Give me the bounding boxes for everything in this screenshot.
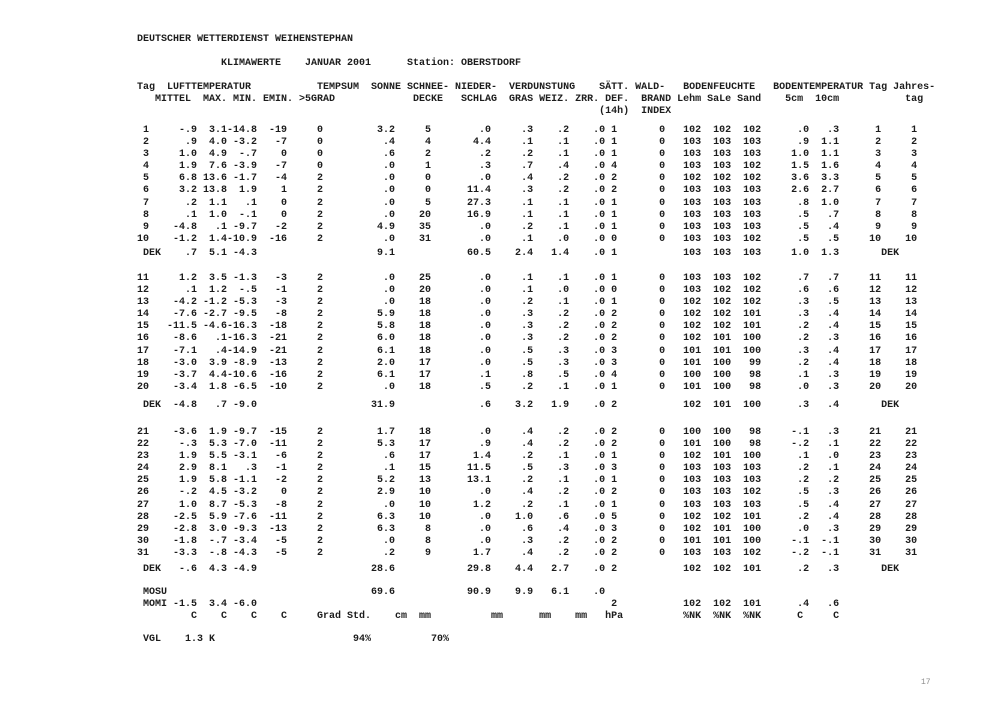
day-row-27: 27 1.0 8.7 -5.3 -8 2 .0 10 1.2 .2 .1 .0 … — [137, 499, 918, 511]
day-row-5: 5 6.8 13.6 -1.7 -4 2 .0 0 .0 .4 .2 .0 2 … — [137, 173, 918, 185]
day-rows-11-20: 11 1.2 3.5 -1.3 -3 2 .0 25 .0 .1 .1 .0 1… — [137, 273, 917, 394]
dekade-sum-row: DEK -4.8 .7 -9.0 31.9 .6 3.2 1.9 .0 2 10… — [137, 400, 900, 411]
dekade-sum-row: DEK -.6 4.3 -4.9 28.6 29.8 4.4 2.7 .0 2 … — [137, 564, 900, 575]
page-number: 17 — [921, 678, 931, 687]
day-row-8: 8 .1 1.0 -.1 0 2 .0 20 16.9 .1 .1 .0 1 0… — [137, 209, 918, 221]
day-rows-21-31: 21 -3.6 1.9 -9.7 -15 2 1.7 18 .0 .4 .2 .… — [137, 427, 917, 560]
day-row-11: 11 1.2 3.5 -1.3 -3 2 .0 25 .0 .1 .1 .0 1… — [137, 273, 918, 284]
day-row-16: 16 -8.6 .1-16.3 -21 2 6.0 18 .0 .3 .2 .0… — [137, 333, 918, 345]
vgl-comparison-line: VGL 1.3 K 94% 70% — [137, 634, 450, 645]
day-row-1: 1 -.9 3.1-14.8 -19 0 3.2 5 .0 .3 .2 .0 1… — [137, 125, 918, 136]
day-row-22: 22 -.3 5.3 -7.0 -11 2 5.3 17 .9 .4 .2 .0… — [137, 439, 918, 451]
monthly-summary-rows: MOSU 69.6 90.9 9.9 6.1 .0 MOMI -1.5 3.4 … — [137, 587, 839, 623]
day-row-9: 9 -4.8 .1 -9.7 -2 2 4.9 35 .0 .2 .1 .0 1… — [137, 221, 918, 233]
day-row-30: 30 -1.8 -.7 -3.4 -5 2 .0 8 .0 .3 .2 .0 2… — [137, 535, 918, 547]
day-row-21: 21 -3.6 1.9 -9.7 -15 2 1.7 18 .0 .4 .2 .… — [137, 427, 918, 438]
header-line-3: (14h) INDEX — [137, 106, 672, 118]
day-row-13: 13 -4.2 -1.2 -5.3 -3 2 .0 18 .0 .2 .1 .0… — [137, 297, 918, 309]
monthly-sum-row: MOSU 69.6 90.9 9.9 6.1 .0 — [137, 587, 606, 598]
day-row-12: 12 .1 1.2 -.5 -1 2 .0 20 .0 .1 .0 .0 0 0… — [137, 285, 918, 297]
dekade-row-3: DEK -.6 4.3 -4.9 28.6 29.8 4.4 2.7 .0 2 … — [137, 564, 899, 576]
report-title: DEUTSCHER WETTERDIENST WEIHENSTEPHAN — [137, 34, 354, 45]
header-line-1: Tag LUFTTEMPERATUR TEMPSUM SONNE SCHNEE-… — [137, 82, 936, 93]
day-row-23: 23 1.9 5.5 -3.1 -6 2 .6 17 1.4 .2 .1 .0 … — [137, 451, 918, 463]
day-row-19: 19 -3.7 4.4-10.6 -16 2 6.1 17 .1 .8 .5 .… — [137, 369, 918, 381]
units-row: C C C C Grad Std. cm mm mm mm mm hPa %NK… — [137, 611, 840, 623]
day-row-3: 3 1.0 4.9 -.7 0 0 .6 2 .2 .2 .1 .0 1 0 1… — [137, 149, 918, 161]
dekade-row-2: DEK -4.8 .7 -9.0 31.9 .6 3.2 1.9 .0 2 10… — [137, 400, 899, 412]
report-subtitle: KLIMAWERTE JANUAR 2001 Station: OBERSTDO… — [137, 58, 522, 69]
dekade-row-1: DEK .7 5.1 -4.3 9.1 60.5 2.4 1.4 .0 1 10… — [137, 248, 899, 260]
day-row-20: 20 -3.4 1.8 -6.5 -10 2 .0 18 .5 .2 .1 .0… — [137, 381, 918, 393]
day-row-15: 15 -11.5 -4.6-16.3 -18 2 5.8 18 .0 .3 .2… — [137, 321, 918, 333]
day-row-26: 26 -.2 4.5 -3.2 0 2 2.9 10 .0 .4 .2 .0 2… — [137, 487, 918, 499]
day-row-6: 6 3.2 13.8 1.9 1 2 .0 0 11.4 .3 .2 .0 2 … — [137, 185, 918, 197]
day-row-17: 17 -7.1 .4-14.9 -21 2 6.1 18 .0 .5 .3 .0… — [137, 345, 918, 357]
day-rows-1-10: 1 -.9 3.1-14.8 -19 0 3.2 5 .0 .3 .2 .0 1… — [137, 125, 917, 246]
day-row-28: 28 -2.5 5.9 -7.6 -11 2 6.3 10 .0 1.0 .6 … — [137, 511, 918, 523]
day-row-7: 7 .2 1.1 .1 0 2 .0 5 27.3 .1 .1 .0 1 0 1… — [137, 197, 918, 209]
day-row-31: 31 -3.3 -.8 -4.3 -5 2 .2 9 1.7 .4 .2 .0 … — [137, 547, 918, 559]
header-line-2: MITTEL MAX. MIN. EMIN. >5GRAD DECKE SCHL… — [137, 94, 924, 106]
comparison-row: VGL 1.3 K 94% 70% — [137, 634, 449, 646]
table-header: Tag LUFTTEMPERATUR TEMPSUM SONNE SCHNEE-… — [137, 82, 935, 118]
day-row-14: 14 -7.6 -2.7 -9.5 -8 2 5.9 18 .0 .3 .2 .… — [137, 309, 918, 321]
day-row-4: 4 1.9 7.6 -3.9 -7 0 .0 1 .3 .7 .4 .0 4 0… — [137, 161, 918, 173]
monthly-mean-row: MOMI -1.5 3.4 -6.0 2 102 102 101 .4 .6 — [137, 599, 840, 611]
dekade-sum-row: DEK .7 5.1 -4.3 9.1 60.5 2.4 1.4 .0 1 10… — [137, 248, 900, 259]
day-row-25: 25 1.9 5.8 -1.1 -2 2 5.2 13 13.1 .2 .1 .… — [137, 475, 918, 487]
day-row-24: 24 2.9 8.1 .3 -1 2 .1 15 11.5 .5 .3 .0 3… — [137, 463, 918, 475]
day-row-18: 18 -3.0 3.9 -8.9 -13 2 2.0 17 .0 .5 .3 .… — [137, 357, 918, 369]
day-row-29: 29 -2.8 3.0 -9.3 -13 2 6.3 8 .0 .6 .4 .0… — [137, 523, 918, 535]
day-row-10: 10 -1.2 1.4-10.9 -16 2 .0 31 .0 .1 .0 .0… — [137, 233, 918, 245]
day-row-2: 2 .9 4.0 -3.2 -7 0 .4 4 4.4 .1 .1 .0 1 0… — [137, 137, 918, 149]
